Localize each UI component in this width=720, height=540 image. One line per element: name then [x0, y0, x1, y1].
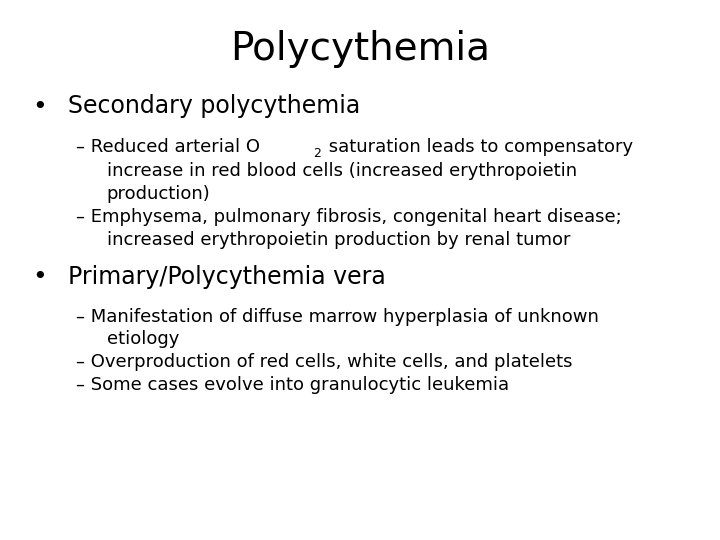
Text: increased erythropoietin production by renal tumor: increased erythropoietin production by r…: [107, 231, 570, 249]
Text: saturation leads to compensatory: saturation leads to compensatory: [323, 138, 634, 156]
Text: – Some cases evolve into granulocytic leukemia: – Some cases evolve into granulocytic le…: [76, 376, 509, 394]
Text: 2: 2: [313, 147, 321, 160]
Text: – Manifestation of diffuse marrow hyperplasia of unknown: – Manifestation of diffuse marrow hyperp…: [76, 308, 598, 326]
Text: etiology: etiology: [107, 330, 179, 348]
Text: – Reduced arterial O: – Reduced arterial O: [76, 138, 260, 156]
Text: •: •: [32, 94, 47, 118]
Text: Secondary polycythemia: Secondary polycythemia: [68, 94, 361, 118]
Text: Primary/Polycythemia vera: Primary/Polycythemia vera: [68, 265, 386, 288]
Text: production): production): [107, 185, 210, 202]
Text: – Overproduction of red cells, white cells, and platelets: – Overproduction of red cells, white cel…: [76, 353, 572, 371]
Text: increase in red blood cells (increased erythropoietin: increase in red blood cells (increased e…: [107, 162, 577, 180]
Text: •: •: [32, 265, 47, 288]
Text: Polycythemia: Polycythemia: [230, 30, 490, 68]
Text: – Emphysema, pulmonary fibrosis, congenital heart disease;: – Emphysema, pulmonary fibrosis, congeni…: [76, 208, 621, 226]
